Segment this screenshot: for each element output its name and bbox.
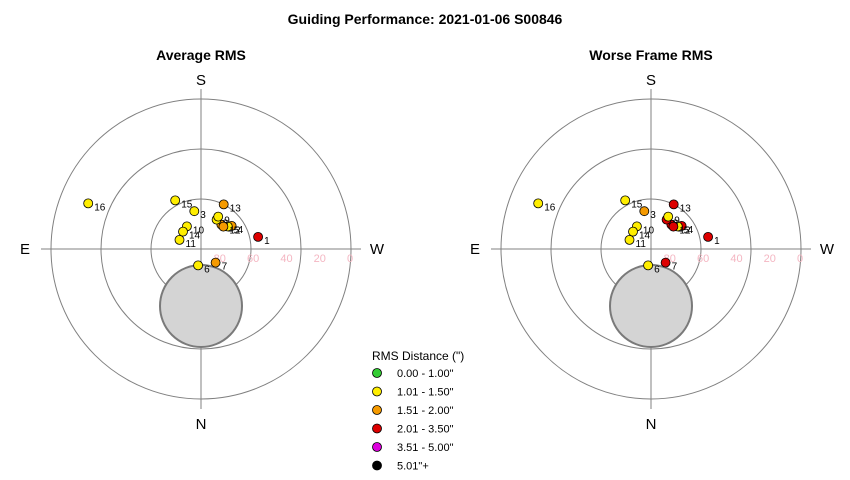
legend-label: 1.51 - 2.00" [397, 405, 454, 417]
radial-tick-label: 20 [314, 253, 326, 265]
data-point-label-14: 14 [189, 231, 201, 242]
data-point-label-6: 6 [204, 264, 210, 275]
radial-tick-label: 40 [730, 253, 742, 265]
legend-label: 3.51 - 5.00" [397, 442, 454, 454]
direction-label-left: E [470, 241, 480, 258]
legend-swatch [372, 368, 382, 378]
data-point-label-13: 13 [230, 203, 242, 214]
data-point-16 [83, 198, 94, 209]
data-point-label-9: 9 [224, 216, 230, 227]
legend-swatch [372, 442, 382, 452]
legend-title: RMS Distance (") [372, 349, 464, 363]
data-point-label-4: 4 [238, 225, 244, 236]
data-point-label-6: 6 [654, 264, 660, 275]
zenith-blocked-area [159, 264, 243, 348]
data-point-label-7: 7 [222, 262, 228, 273]
data-point-9 [663, 211, 674, 222]
data-point-12 [218, 221, 229, 232]
legend-label: 1.01 - 1.50" [397, 387, 454, 399]
data-point-label-11: 11 [186, 239, 197, 250]
radial-tick-label: 20 [764, 253, 776, 265]
legend-label: 0.00 - 1.00" [397, 368, 454, 380]
legend-swatch [372, 386, 382, 397]
radial-tick-label: 60 [697, 253, 709, 265]
page-title: Guiding Performance: 2021-01-06 S00846 [288, 11, 563, 27]
direction-label-right: W [820, 241, 835, 258]
legend-label: 5.01"+ [397, 461, 429, 473]
data-point-label-16: 16 [544, 202, 556, 213]
legend-swatch [372, 423, 382, 434]
data-point-11 [174, 234, 185, 245]
polar-chart-2: Worse Frame RMS020406080SNEW123456789101… [470, 47, 835, 433]
chart-title: Average RMS [156, 47, 246, 63]
chart-title: Worse Frame RMS [589, 47, 712, 63]
data-point-label-10: 10 [193, 225, 205, 236]
legend-swatch [372, 405, 382, 415]
data-point-11 [624, 234, 635, 245]
data-point-label-1: 1 [264, 236, 270, 247]
polar-panels: Average RMS020406080SNEW1234567891011121… [20, 47, 835, 433]
data-point-14 [628, 226, 638, 237]
direction-label-top: S [196, 72, 206, 89]
radial-tick-label: 0 [347, 253, 353, 265]
data-point-label-5: 5 [234, 226, 240, 237]
data-point-label-15: 15 [631, 199, 643, 210]
data-point-1 [703, 231, 713, 242]
data-point-label-9: 9 [674, 216, 680, 227]
data-point-3 [189, 206, 200, 217]
legend: RMS Distance (") 0.00 - 1.00" 1.01 - 1.50"… [372, 349, 464, 473]
data-point-label-3: 3 [200, 210, 206, 221]
data-point-13 [668, 199, 679, 210]
data-point-label-12: 12 [679, 226, 691, 237]
legend-swatch [372, 460, 382, 471]
data-point-3 [639, 206, 650, 217]
direction-label-bottom: N [196, 416, 207, 433]
data-point-label-4: 4 [688, 225, 694, 236]
data-point-13 [218, 199, 229, 210]
data-point-6 [643, 260, 653, 271]
data-point-label-3: 3 [650, 210, 656, 221]
polar-chart-1: Average RMS020406080SNEW1234567891011121… [20, 47, 385, 433]
data-point-label-13: 13 [680, 203, 692, 214]
direction-label-left: E [20, 241, 30, 258]
data-point-14 [178, 226, 188, 237]
zenith-blocked-area [609, 264, 693, 348]
radial-tick-label: 0 [797, 253, 803, 265]
data-point-label-16: 16 [94, 202, 106, 213]
data-point-label-15: 15 [181, 199, 193, 210]
data-point-label-14: 14 [639, 231, 651, 242]
data-point-label-11: 11 [636, 239, 647, 250]
data-point-12 [668, 221, 679, 232]
radial-tick-label: 60 [247, 253, 259, 265]
radial-tick-label: 40 [280, 253, 292, 265]
data-point-16 [533, 198, 544, 209]
data-point-1 [253, 231, 264, 242]
data-point-7 [210, 257, 221, 268]
data-point-label-10: 10 [643, 225, 655, 236]
legend-label: 2.01 - 3.50" [397, 424, 454, 436]
data-point-label-1: 1 [714, 236, 720, 247]
data-point-15 [170, 195, 181, 206]
data-point-7 [660, 257, 671, 268]
data-point-label-12: 12 [229, 226, 241, 237]
direction-label-right: W [370, 241, 385, 258]
data-point-6 [193, 260, 204, 271]
data-point-15 [620, 195, 631, 206]
data-point-9 [213, 211, 224, 222]
data-point-label-5: 5 [684, 226, 690, 237]
direction-label-top: S [646, 72, 656, 89]
direction-label-bottom: N [646, 416, 657, 433]
data-point-label-7: 7 [672, 262, 678, 273]
